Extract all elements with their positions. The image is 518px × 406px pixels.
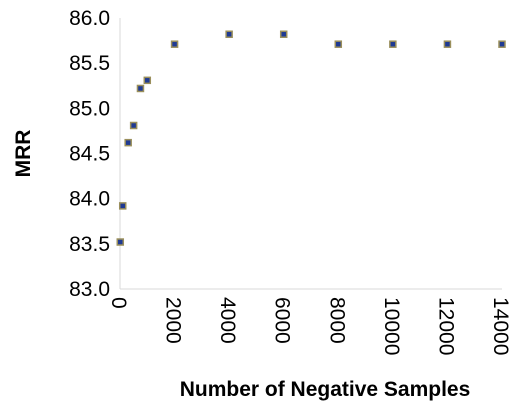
y-tick-label: 84.5 xyxy=(69,143,110,166)
data-point xyxy=(225,30,233,39)
data-point xyxy=(124,138,132,147)
y-tick-label: 85.5 xyxy=(69,52,110,75)
x-axis-ticks: 0 2000 4000 6000 8000 10000 12000 14000 xyxy=(107,297,512,355)
data-point xyxy=(143,76,152,85)
x-axis-title: Number of Negative Samples xyxy=(180,378,471,401)
data-point xyxy=(118,202,127,210)
data-points xyxy=(116,30,506,246)
x-tick-label: 12000 xyxy=(434,297,457,355)
plot-area xyxy=(119,18,502,290)
x-tick-label: 2000 xyxy=(162,297,185,344)
y-tick-label: 85.0 xyxy=(69,97,110,120)
data-point xyxy=(170,40,179,48)
x-tick-label: 0 xyxy=(107,297,130,309)
x-tick-label: 6000 xyxy=(271,297,294,344)
y-axis-ticks: 83.0 83.5 84.0 84.5 85.0 85.5 86.0 xyxy=(69,7,110,301)
data-point xyxy=(129,121,138,130)
x-tick-label: 8000 xyxy=(325,297,348,344)
data-point xyxy=(443,40,452,48)
x-tick-label: 10000 xyxy=(380,297,403,355)
x-tick-label: 4000 xyxy=(216,297,239,344)
x-tick-label: 14000 xyxy=(489,297,512,355)
data-point xyxy=(334,40,343,48)
y-axis-title: MRR xyxy=(12,130,35,178)
y-tick-label: 83.0 xyxy=(69,278,110,301)
data-point xyxy=(389,40,397,48)
data-point xyxy=(136,84,145,93)
y-tick-label: 83.5 xyxy=(69,233,110,256)
data-point xyxy=(279,30,288,39)
data-point xyxy=(116,238,125,246)
y-tick-label: 84.0 xyxy=(69,188,110,211)
y-tick-label: 86.0 xyxy=(69,7,110,30)
data-point xyxy=(498,40,506,48)
